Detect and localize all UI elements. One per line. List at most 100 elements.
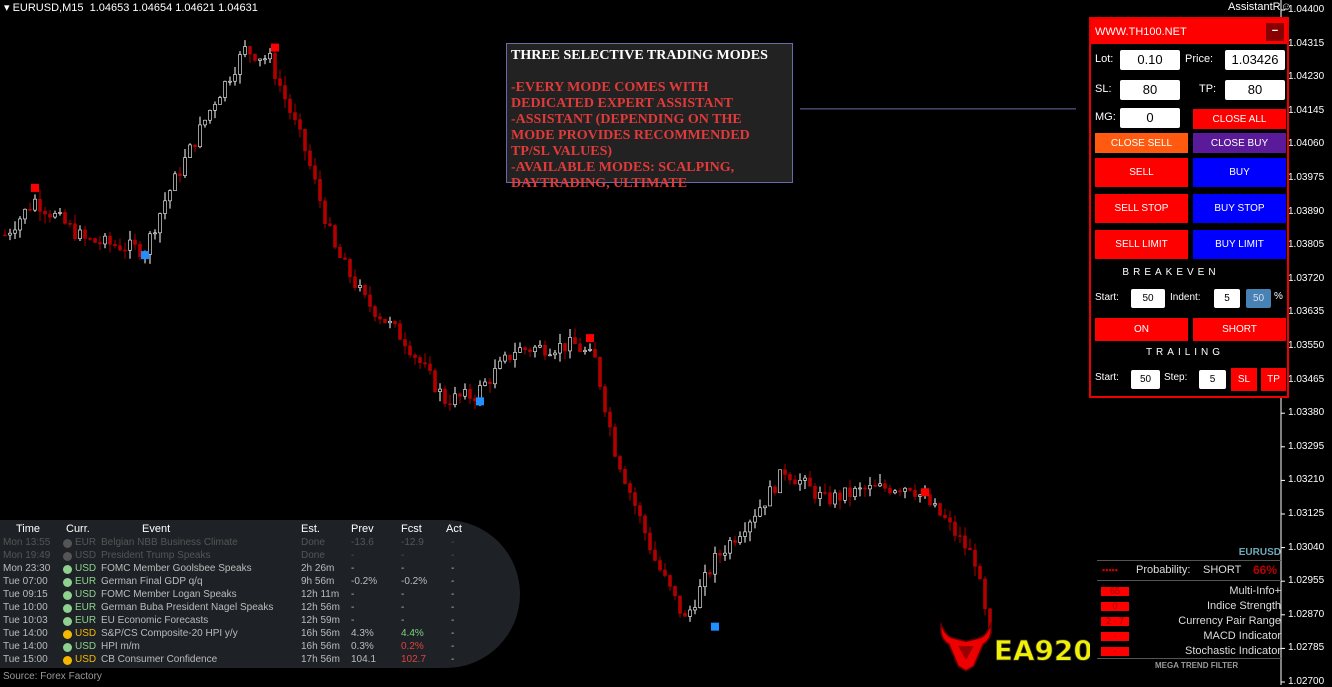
event-act: - (451, 563, 455, 574)
price-label: Price: (1185, 53, 1214, 65)
candle (3, 234, 7, 237)
mg-input[interactable]: 0 (1120, 108, 1180, 128)
trailing-sl-button[interactable]: SL (1231, 368, 1257, 391)
trailing-step-input[interactable]: 5 (1199, 370, 1226, 389)
buy-limit-button[interactable]: BUY LIMIT (1193, 230, 1286, 259)
event-time: Tue 15:00 (3, 654, 48, 665)
price-input[interactable]: 1.03426 (1225, 50, 1285, 70)
candle (603, 386, 607, 413)
candle (28, 208, 32, 211)
calendar-row[interactable]: Mon 19:49 USD President Trump Speaks Don… (0, 550, 520, 563)
tp-input[interactable]: 80 (1225, 80, 1285, 100)
calendar-row[interactable]: Mon 23:30 USD FOMC Member Goolsbee Speak… (0, 563, 520, 576)
buy-button[interactable]: BUY (1193, 158, 1286, 187)
impact-icon (63, 539, 72, 548)
calendar-row[interactable]: Tue 09:15 USD FOMC Member Logan Speaks 1… (0, 589, 520, 602)
event-fcst: 102.7 (401, 654, 427, 665)
probability-label: Probability: (1136, 564, 1191, 576)
event-est: 12h 59m (301, 615, 340, 626)
col-header: Est. (301, 523, 320, 535)
event-act: - (451, 589, 455, 600)
event-time: Tue 10:03 (3, 615, 48, 626)
event-fcst: - (401, 602, 405, 613)
svg-text:EA920: EA920 (994, 634, 1090, 667)
candle (238, 54, 242, 75)
sell-stop-button[interactable]: SELL STOP (1095, 194, 1188, 223)
candle (343, 257, 347, 260)
trailing-start-input[interactable]: 50 (1131, 370, 1160, 389)
candle (958, 535, 962, 537)
candle (563, 343, 567, 352)
candle (78, 229, 82, 240)
percent-input[interactable]: 50 (1246, 289, 1271, 308)
candle (818, 492, 822, 499)
indicator-value: 2 - 7 (1101, 617, 1129, 626)
candle (783, 469, 787, 475)
candle (323, 200, 327, 224)
candle (338, 246, 342, 259)
candle (558, 343, 562, 354)
event-prev: 104.1 (351, 654, 377, 665)
candle (413, 354, 417, 358)
event-act: - (451, 628, 455, 639)
impact-icon (63, 630, 72, 639)
event-name: German Final GDP q/q (101, 576, 203, 587)
indent-label: Indent: (1170, 292, 1201, 303)
candle (43, 210, 47, 215)
candle (468, 389, 472, 399)
close-buy-button[interactable]: CLOSE BUY (1193, 133, 1286, 153)
candle (233, 74, 237, 82)
candle (63, 212, 67, 224)
event-currency: USD (75, 589, 97, 600)
be-start-input[interactable]: 50 (1131, 289, 1165, 308)
sl-input[interactable]: 80 (1120, 80, 1180, 100)
trailing-tp-button[interactable]: TP (1261, 368, 1286, 391)
candle (58, 212, 62, 214)
calendar-row[interactable]: Tue 15:00 USD CB Consumer Confidence 17h… (0, 654, 520, 667)
sell-limit-button[interactable]: SELL LIMIT (1095, 230, 1188, 259)
event-est: Done (301, 537, 325, 548)
event-fcst: - (401, 563, 405, 574)
event-prev: - (351, 563, 355, 574)
calendar-row[interactable]: Tue 10:00 EUR German Buba President Nage… (0, 602, 520, 615)
candle (633, 492, 637, 506)
candle (333, 225, 337, 248)
candle (428, 363, 432, 371)
close-sell-button[interactable]: CLOSE SELL (1095, 133, 1188, 153)
event-time: Tue 10:00 (3, 602, 48, 613)
indent-input[interactable]: 5 (1214, 289, 1240, 308)
calendar-row[interactable]: Tue 14:00 USD HPI m/m 16h 56m 0.3% 0.2% … (0, 641, 520, 654)
event-name: Belgian NBB Business Climate (101, 537, 238, 548)
calendar-source: Source: Forex Factory (3, 671, 102, 682)
candle (653, 549, 657, 561)
calendar-row[interactable]: Tue 14:00 USD S&P/CS Composite-20 HPI y/… (0, 628, 520, 641)
buy-stop-button[interactable]: BUY STOP (1193, 194, 1286, 223)
close-all-button[interactable]: CLOSE ALL (1193, 109, 1286, 129)
mg-label: MG: (1095, 111, 1116, 123)
candle (778, 469, 782, 494)
lot-input[interactable]: 0.10 (1120, 50, 1180, 70)
be-start-label: Start: (1095, 292, 1119, 303)
candle (823, 492, 827, 494)
minimize-button[interactable]: − (1266, 22, 1284, 41)
candle (583, 350, 587, 352)
candle (253, 53, 257, 61)
indicator-value: - (1101, 647, 1129, 656)
breakeven-heading: BREAKEVEN (1122, 267, 1220, 278)
candle (418, 357, 422, 364)
sell-button[interactable]: SELL (1095, 158, 1188, 187)
calendar-row[interactable]: Tue 07:00 EUR German Final GDP q/q 9h 56… (0, 576, 520, 589)
candle (318, 179, 322, 202)
breakeven-on-button[interactable]: ON (1095, 318, 1188, 341)
candle (693, 607, 697, 611)
event-prev: - (351, 589, 355, 600)
candle (838, 492, 842, 501)
axis-label: 1.03125 (1288, 508, 1325, 519)
impact-icon (63, 565, 72, 574)
breakeven-short-button[interactable]: SHORT (1193, 318, 1286, 341)
calendar-row[interactable]: Mon 13:55 EUR Belgian NBB Business Clima… (0, 537, 520, 550)
candle (213, 104, 217, 111)
calendar-row[interactable]: Tue 10:03 EUR EU Economic Forecasts 12h … (0, 615, 520, 628)
candle (488, 381, 492, 385)
